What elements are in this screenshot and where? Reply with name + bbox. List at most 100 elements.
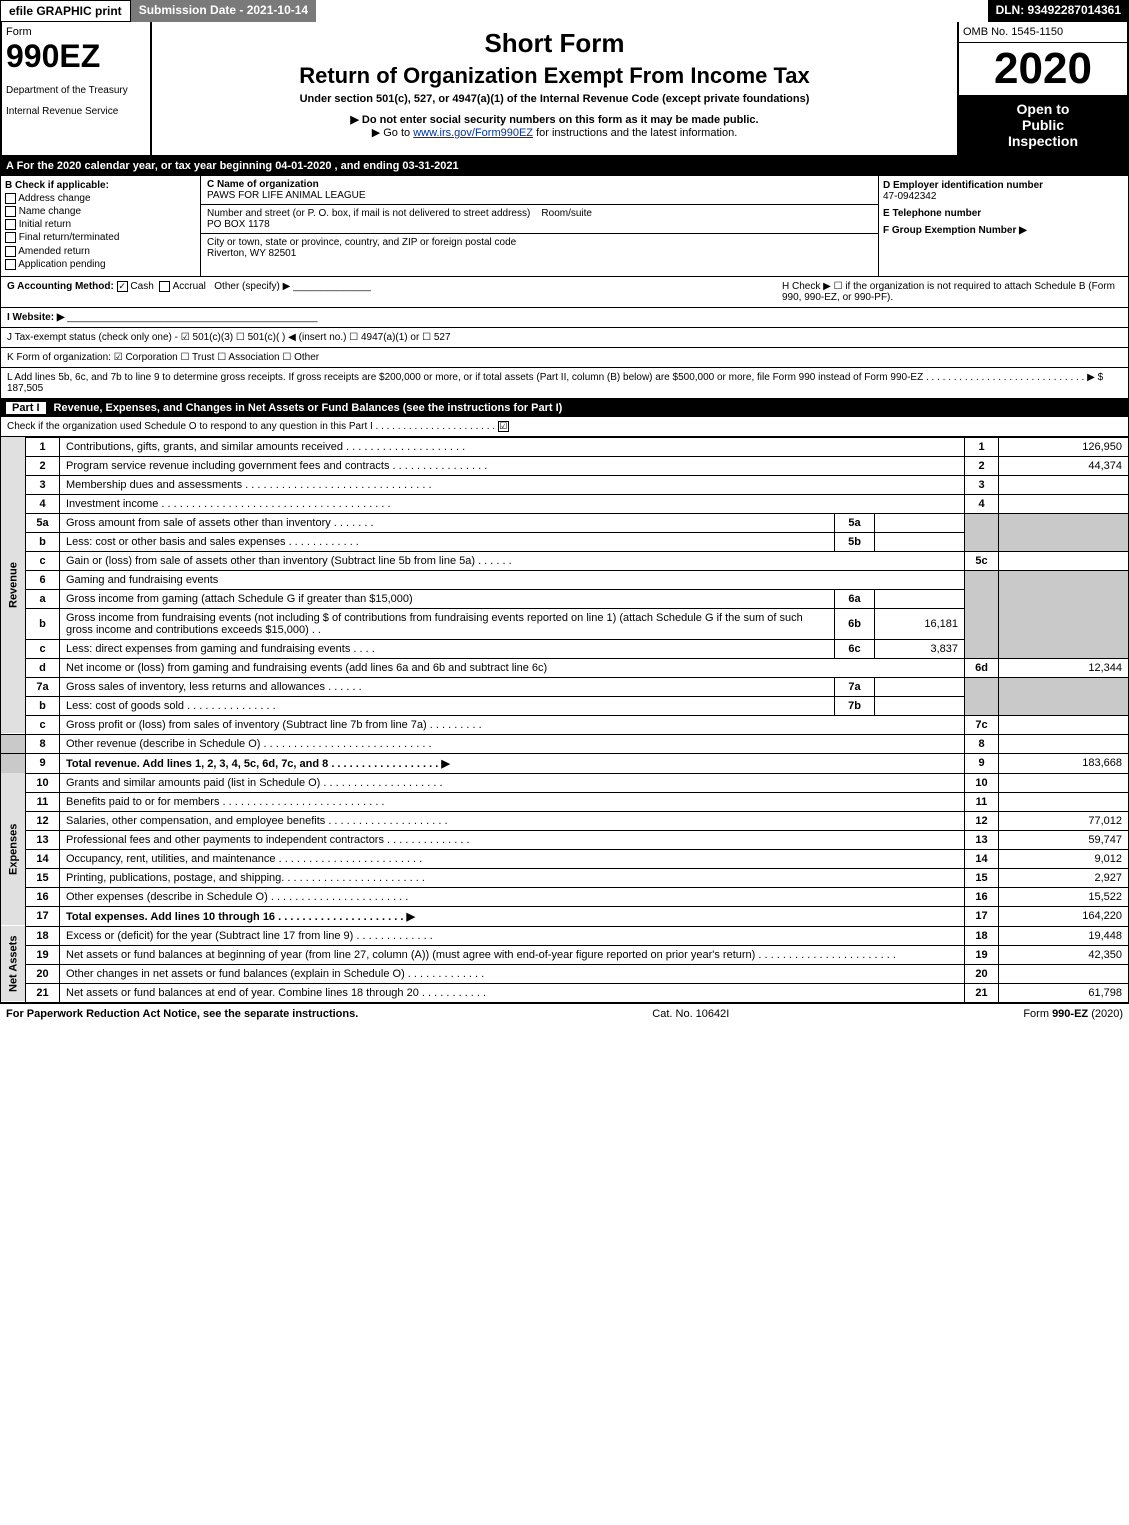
checkbox-icon[interactable]: [5, 259, 16, 270]
checkbox-icon[interactable]: [5, 219, 16, 230]
open1: Open to: [965, 101, 1121, 117]
line-6: 6Gaming and fundraising events: [1, 570, 1129, 589]
checkbox-icon[interactable]: [5, 246, 16, 257]
checkbox-cash-icon[interactable]: ✓: [117, 281, 128, 292]
line-7a: 7aGross sales of inventory, less returns…: [1, 677, 1129, 696]
schedule-o-checkbox-icon[interactable]: ☑: [498, 421, 509, 432]
website-label: I Website: ▶: [7, 312, 65, 323]
netassets-side-label: Net Assets: [1, 926, 26, 1002]
line-desc: Gross profit or (loss) from sales of inv…: [60, 715, 965, 734]
sub-num: 6b: [835, 608, 875, 639]
line-val: 12,344: [999, 658, 1129, 677]
line-5c: cGain or (loss) from sale of assets othe…: [1, 551, 1129, 570]
line-val: 126,950: [999, 437, 1129, 456]
line-desc: Professional fees and other payments to …: [60, 830, 965, 849]
line-val: 77,012: [999, 811, 1129, 830]
line-desc: Occupancy, rent, utilities, and maintena…: [60, 849, 965, 868]
line-val: 9,012: [999, 849, 1129, 868]
cb-label: Application pending: [18, 259, 105, 270]
box-b: B Check if applicable: Address change Na…: [1, 176, 201, 276]
line-val: [999, 773, 1129, 792]
tax-year: 2020: [959, 43, 1127, 95]
line-10: Expenses 10Grants and similar amounts pa…: [1, 773, 1129, 792]
sub-val: [875, 677, 965, 696]
line-desc: Total expenses. Add lines 10 through 16 …: [60, 906, 965, 926]
footer-mid: Cat. No. 10642I: [652, 1008, 729, 1020]
checkbox-accrual-icon[interactable]: [159, 281, 170, 292]
checkbox-icon[interactable]: [5, 206, 16, 217]
line-desc: Contributions, gifts, grants, and simila…: [60, 437, 965, 456]
footer-left: For Paperwork Reduction Act Notice, see …: [6, 1008, 358, 1020]
cb-label: Address change: [18, 193, 90, 204]
cb-pending: Application pending: [5, 259, 196, 270]
group-section: F Group Exemption Number ▶: [883, 225, 1124, 236]
line-20: 20Other changes in net assets or fund ba…: [1, 964, 1129, 983]
row-g-h: G Accounting Method: ✓ Cash Accrual Othe…: [0, 277, 1129, 308]
line-desc: Printing, publications, postage, and shi…: [60, 868, 965, 887]
line-desc: Less: cost of goods sold . . . . . . . .…: [60, 696, 835, 715]
sub-num: 7a: [835, 677, 875, 696]
form-id-block: Form 990EZ Department of the Treasury In…: [2, 22, 152, 155]
org-name: PAWS FOR LIFE ANIMAL LEAGUE: [207, 190, 366, 201]
line-desc: Gross sales of inventory, less returns a…: [60, 677, 835, 696]
line-val: 2,927: [999, 868, 1129, 887]
line-desc: Membership dues and assessments . . . . …: [60, 475, 965, 494]
desc-pre: Gross income from fundraising events (no…: [66, 612, 329, 624]
checkbox-icon[interactable]: [5, 193, 16, 204]
box-c: C Name of organization PAWS FOR LIFE ANI…: [201, 176, 878, 276]
row-k: K Form of organization: ☑ Corporation ☐ …: [0, 348, 1129, 368]
ein-value: 47-0942342: [883, 191, 1124, 202]
page-footer: For Paperwork Reduction Act Notice, see …: [0, 1003, 1129, 1024]
line-1: Revenue 1Contributions, gifts, grants, a…: [1, 437, 1129, 456]
sub-val: 3,837: [875, 639, 965, 658]
line-desc: Gaming and fundraising events: [60, 570, 965, 589]
line-val: [999, 475, 1129, 494]
city-row: City or town, state or province, country…: [201, 234, 878, 262]
line-6d: dNet income or (loss) from gaming and fu…: [1, 658, 1129, 677]
line-desc: Other revenue (describe in Schedule O) .…: [60, 734, 965, 753]
line-desc: Gross income from fundraising events (no…: [60, 608, 835, 639]
submission-date: Submission Date - 2021-10-14: [131, 0, 316, 22]
line-desc: Gain or (loss) from sale of assets other…: [60, 551, 965, 570]
line-desc: Net assets or fund balances at end of ye…: [60, 983, 965, 1002]
line-desc: Other changes in net assets or fund bala…: [60, 964, 965, 983]
street-label: Number and street (or P. O. box, if mail…: [207, 208, 530, 219]
line-desc: Net income or (loss) from gaming and fun…: [60, 658, 965, 677]
line-desc: Grants and similar amounts paid (list in…: [60, 773, 965, 792]
row-a-period: A For the 2020 calendar year, or tax yea…: [0, 157, 1129, 175]
row-g: G Accounting Method: ✓ Cash Accrual Othe…: [7, 281, 782, 303]
line-desc: Total revenue. Add lines 1, 2, 3, 4, 5c,…: [60, 753, 965, 773]
sub-val: [875, 696, 965, 715]
info-grid: B Check if applicable: Address change Na…: [0, 175, 1129, 277]
dept-irs: Internal Revenue Service: [6, 106, 146, 117]
line-val: [999, 715, 1129, 734]
line-desc: Gross amount from sale of assets other t…: [60, 513, 835, 532]
line-9: 9Total revenue. Add lines 1, 2, 3, 4, 5c…: [1, 753, 1129, 773]
checkbox-icon[interactable]: [5, 232, 16, 243]
open3: Inspection: [965, 133, 1121, 149]
tel-section: E Telephone number: [883, 208, 1124, 219]
goto-note: ▶ Go to www.irs.gov/Form990EZ for instru…: [158, 126, 951, 139]
subtitle: Under section 501(c), 527, or 4947(a)(1)…: [158, 93, 951, 105]
cash-label: Cash: [130, 281, 153, 292]
line-7b: bLess: cost of goods sold . . . . . . . …: [1, 696, 1129, 715]
open2: Public: [965, 117, 1121, 133]
line-5a: 5aGross amount from sale of assets other…: [1, 513, 1129, 532]
row-h: H Check ▶ ☐ if the organization is not r…: [782, 281, 1122, 303]
footer-right-b: 990-EZ: [1052, 1008, 1088, 1020]
cb-label: Amended return: [18, 246, 90, 257]
line-17: 17Total expenses. Add lines 10 through 1…: [1, 906, 1129, 926]
irs-link[interactable]: www.irs.gov/Form990EZ: [413, 127, 533, 139]
line-6b: bGross income from fundraising events (n…: [1, 608, 1129, 639]
row-j: J Tax-exempt status (check only one) - ☑…: [0, 328, 1129, 348]
part1-table: Revenue 1Contributions, gifts, grants, a…: [0, 437, 1129, 1003]
line-7c: cGross profit or (loss) from sales of in…: [1, 715, 1129, 734]
part1-title: Revenue, Expenses, and Changes in Net As…: [54, 402, 1123, 414]
group-label: F Group Exemption Number ▶: [883, 225, 1124, 236]
line-6a: aGross income from gaming (attach Schedu…: [1, 589, 1129, 608]
line-8: 8Other revenue (describe in Schedule O) …: [1, 734, 1129, 753]
street-value: PO BOX 1178: [207, 219, 270, 230]
form-header: Form 990EZ Department of the Treasury In…: [0, 22, 1129, 157]
line-2: 2Program service revenue including gover…: [1, 456, 1129, 475]
line-14: 14Occupancy, rent, utilities, and mainte…: [1, 849, 1129, 868]
